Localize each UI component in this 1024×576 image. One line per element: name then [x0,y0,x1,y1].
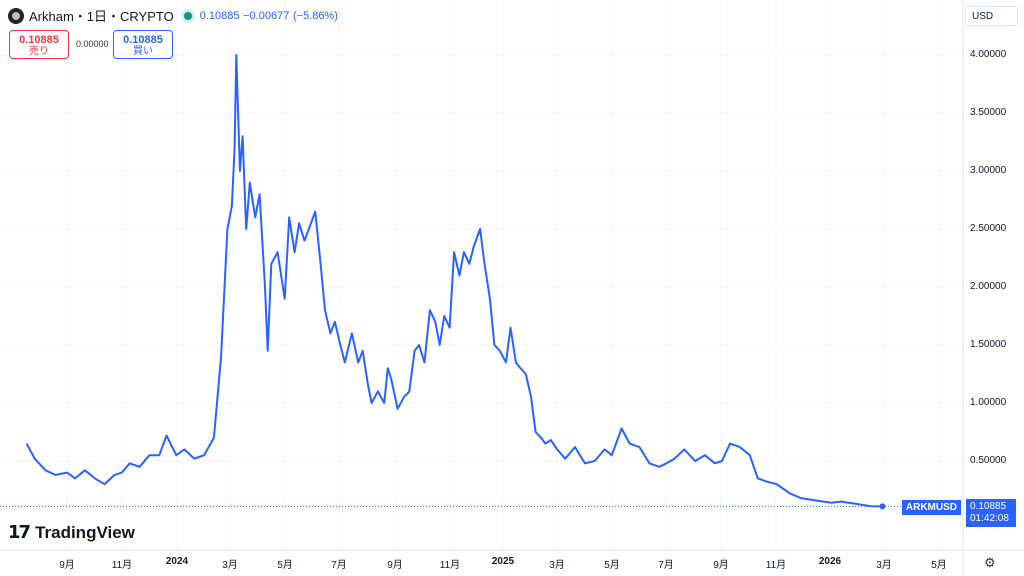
x-tick-label: 2025 [491,556,515,567]
y-tick-label: 1.00000 [970,397,1007,408]
x-tick-label: 7月 [658,560,674,571]
last-price-label: 0.10885 01:42:08 [966,499,1016,527]
x-tick-label: 9月 [387,560,403,571]
x-tick-label: 11月 [765,560,787,571]
y-tick-label: 0.50000 [970,455,1007,466]
buy-button[interactable]: 0.10885 買い [113,30,173,59]
chart-header: Arkham・1日・CRYPTO 0.10885 −0.00677 (−5.86… [8,6,338,25]
y-tick-label: 4.00000 [970,49,1007,60]
x-tick-label: 2024 [165,556,189,567]
last-price: 0.10885 [199,9,240,22]
currency-select[interactable]: USD [965,6,1018,26]
bar-countdown: 01:42:08 [970,513,1009,524]
x-tick-label: 11月 [111,560,133,571]
x-tick-label: 7月 [331,560,347,571]
last-price-dot [879,503,886,510]
x-tick-label: 2026 [818,556,842,567]
tv-logo-icon: 𝟭𝟳 [8,522,31,542]
x-tick-label: 3月 [222,560,238,571]
y-tick-label: 3.50000 [970,107,1007,118]
grid [0,0,963,550]
settings-icon[interactable]: ⚙ [984,555,996,570]
price-change-pct: (−5.86%) [292,9,338,22]
symbol-label: ARKMUSD [901,500,961,515]
y-tick-label: 2.50000 [970,223,1007,234]
x-tick-label: 9月 [59,560,75,571]
symbol-title[interactable]: Arkham・1日・CRYPTO [29,9,174,24]
x-tick-label: 5月 [277,560,293,571]
y-tick-label: 3.00000 [970,165,1007,176]
sell-label: 売り [29,46,49,57]
x-tick-label: 3月 [876,560,892,571]
buy-label: 買い [133,46,153,57]
price-change: −0.00677 [243,9,290,22]
spread: 0.00000 [76,39,109,49]
x-tick-label: 11月 [439,560,461,571]
buy-price: 0.10885 [123,34,163,46]
arkham-logo-icon [8,7,24,24]
brand-name: TradingView [35,522,135,542]
tradingview-logo[interactable]: 𝟭𝟳 TradingView [8,522,135,543]
x-tick-label: 9月 [713,560,729,571]
x-tick-label: 5月 [604,560,620,571]
sell-button[interactable]: 0.10885 売り [9,30,69,59]
y-tick-label: 1.50000 [970,339,1007,350]
sell-price: 0.10885 [19,34,59,46]
x-tick-label: 3月 [549,560,565,571]
y-tick-label: 2.00000 [970,281,1007,292]
x-tick-label: 5月 [931,560,947,571]
market-status-icon [183,11,192,20]
price-line [25,54,883,508]
last-price-value: 0.10885 [970,501,1007,512]
